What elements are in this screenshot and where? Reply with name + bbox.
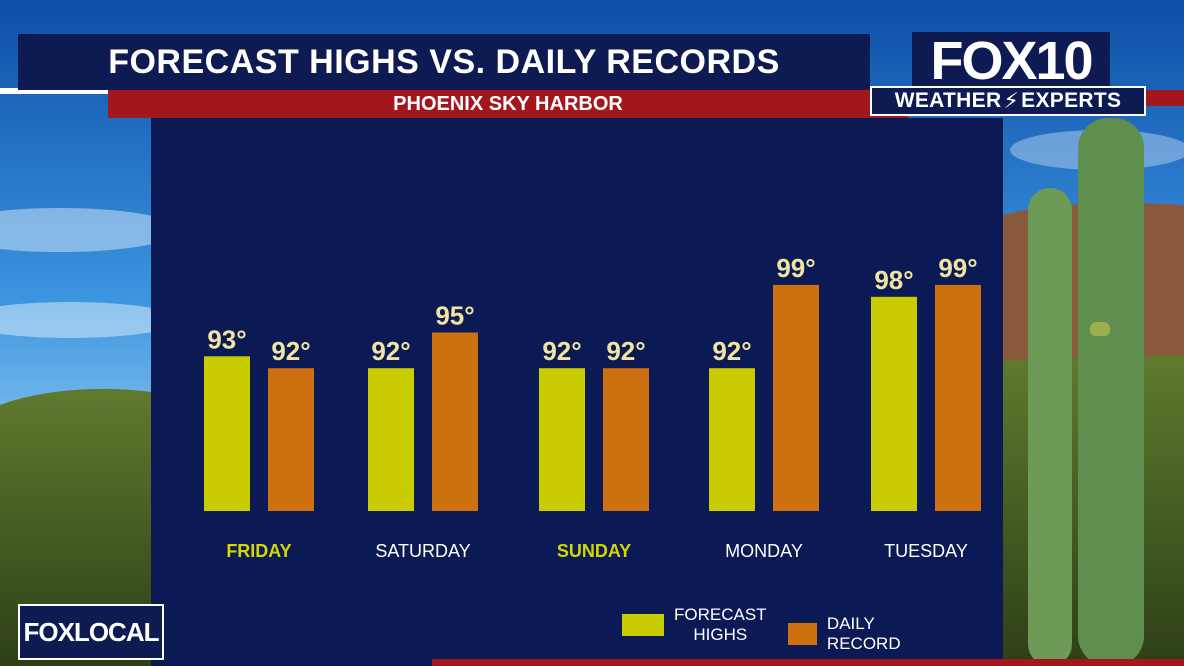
- record-bar-tuesday: [935, 284, 981, 511]
- legend-swatch-record: [788, 623, 817, 645]
- chart-subtitle: PHOENIX SKY HARBOR: [108, 90, 908, 118]
- weather-label: WEATHER: [894, 89, 1002, 112]
- decorative-rule: [0, 88, 112, 94]
- record-value-label-friday: 92°: [271, 336, 310, 366]
- record-value-label-monday: 99°: [776, 253, 815, 283]
- record-bar-sunday: [603, 368, 649, 511]
- chart-panel: 93° 92° FRIDAY 92° 95° SATURDAY 92° 92° SUNDAY 92…: [151, 118, 1003, 666]
- day-label-sunday: SUNDAY: [557, 541, 631, 561]
- experts-label: EXPERTS: [1021, 89, 1122, 112]
- forecast-value-label-saturday: 92°: [371, 336, 410, 366]
- legend-label-forecast: FORECAST HIGHS: [674, 605, 767, 645]
- weather-experts-logo: WEATHER ⚡ EXPERTS: [870, 86, 1146, 116]
- record-value-label-tuesday: 99°: [938, 253, 977, 283]
- day-label-friday: FRIDAY: [226, 541, 291, 561]
- legend-item-forecast: FORECAST HIGHS: [622, 605, 767, 645]
- forecast-value-label-tuesday: 98°: [874, 265, 913, 295]
- record-bar-friday: [268, 368, 314, 511]
- forecast-bar-sunday: [539, 368, 585, 511]
- forecast-bar-tuesday: [871, 296, 917, 511]
- legend-label-forecast-line1: FORECAST: [674, 605, 767, 624]
- forecast-value-label-friday: 93°: [207, 324, 246, 354]
- bar-chart: 93° 92° FRIDAY 92° 95° SATURDAY 92° 92° SUNDAY 92…: [204, 253, 981, 561]
- record-value-label-sunday: 92°: [606, 336, 645, 366]
- forecast-bar-friday: [204, 356, 250, 511]
- bottom-red-strip: [432, 659, 1184, 666]
- forecast-bar-saturday: [368, 368, 414, 511]
- forecast-bar-monday: [709, 368, 755, 511]
- fox-local-logo: FOXLOCAL: [18, 604, 164, 660]
- day-label-monday: MONDAY: [725, 541, 803, 561]
- record-bar-saturday: [432, 332, 478, 511]
- lightning-bolt-icon: ⚡: [1003, 88, 1020, 113]
- record-bar-monday: [773, 284, 819, 511]
- fox10-logo: FOX10: [912, 31, 1110, 91]
- day-label-saturday: SATURDAY: [375, 541, 470, 561]
- forecast-value-label-sunday: 92°: [542, 336, 581, 366]
- legend-swatch-forecast: [622, 614, 664, 636]
- legend-item-record: DAILY RECORD: [788, 614, 914, 654]
- legend-label-forecast-line2: HIGHS: [693, 625, 748, 644]
- forecast-value-label-monday: 92°: [712, 336, 751, 366]
- legend-label-record: DAILY RECORD: [826, 614, 901, 653]
- record-value-label-saturday: 95°: [435, 301, 474, 331]
- day-label-tuesday: TUESDAY: [884, 541, 968, 561]
- chart-title: FORECAST HIGHS VS. DAILY RECORDS: [18, 34, 870, 90]
